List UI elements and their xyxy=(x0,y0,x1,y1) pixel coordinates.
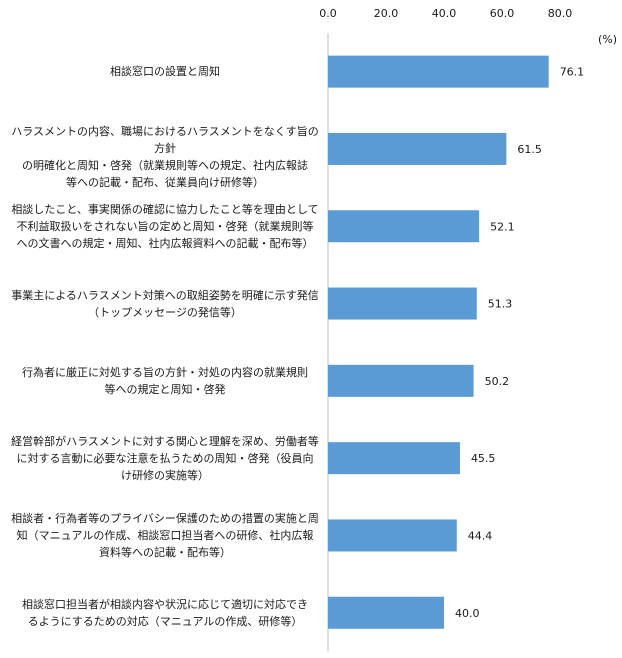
category-label-line: 相談者・行為者等のプライバシー保護のための措置の実施と周 xyxy=(11,511,319,525)
x-tick-label: 60.0 xyxy=(490,7,515,20)
category-label-line: への文書への規定・周知、社内広報資料への記載・配布等） xyxy=(16,236,314,250)
category-label-line: 相談したこと、事実関係の確認に協力したこと等を理由として xyxy=(11,202,319,216)
category-label: 経営幹部がハラスメントに対する関心と理解を深め、労働者等 に対する言動に必要な注意… xyxy=(10,433,320,484)
x-tick-label: 0.0 xyxy=(319,7,337,20)
category-label-line: 経営幹部がハラスメントに対する関心と理解を深め、労働者等 xyxy=(11,434,319,448)
category-label-line: け研修の実施等） xyxy=(121,468,209,482)
category-label-line: 等への規定と周知・啓発 xyxy=(104,382,226,396)
category-label-line: 事業主によるハラスメント対策への取組姿勢を明確に示す発信 xyxy=(11,288,319,302)
category-label-line: るようにするための対応（マニュアルの作成、研修等） xyxy=(27,614,303,628)
category-label: 事業主によるハラスメント対策への取組姿勢を明確に示す発信 （トップメッセージの発信… xyxy=(10,287,320,321)
x-tick-label: 20.0 xyxy=(374,7,399,20)
bar xyxy=(328,287,477,320)
category-label-line: の明確化と周知・啓発（就業規則等への規定、社内広報誌 xyxy=(22,159,308,173)
category-label-line: 行為者に厳正に対処する旨の方針・対処の内容の就業規則 xyxy=(22,365,308,379)
category-label: 行為者に厳正に対処する旨の方針・対処の内容の就業規則 等への規定と周知・啓発 xyxy=(10,364,320,398)
category-label: 相談者・行為者等のプライバシー保護のための措置の実施と周 知（マニュアルの作成、相… xyxy=(10,510,320,561)
data-label: 45.5 xyxy=(471,452,496,465)
category-label-line: 相談窓口担当者が相談内容や状況に応じて適切に対応でき xyxy=(22,597,308,611)
data-label: 44.4 xyxy=(468,529,493,542)
category-label-line: 等への記載・配布、従業員向け研修等） xyxy=(66,176,264,190)
category-label: ハラスメントの内容、職場におけるハラスメントをなくす旨の方針の明確化と周知・啓発… xyxy=(10,123,320,191)
bar xyxy=(328,596,444,629)
data-label: 52.1 xyxy=(490,220,514,233)
x-tick-label: 80.0 xyxy=(548,7,573,20)
category-label-line: 資料等への記載・配布等） xyxy=(99,545,231,559)
x-tick-label: 40.0 xyxy=(432,7,457,20)
data-label: 61.5 xyxy=(517,143,542,156)
category-label-line: 相談窓口の設置と周知 xyxy=(110,65,220,79)
category-label-line: （トップメッセージの発信等） xyxy=(88,305,242,319)
bar xyxy=(328,210,480,243)
unit-label: (%) xyxy=(598,33,617,46)
category-label: 相談したこと、事実関係の確認に協力したこと等を理由として 不利益取扱いをされない旨… xyxy=(10,201,320,252)
category-label-line: に対する言動に必要な注意を払うための周知・啓発（役員向 xyxy=(16,451,314,465)
category-label-line: 知（マニュアルの作成、相談窓口担当者への研修、社内広報 xyxy=(16,528,314,542)
category-label-line: 不利益取扱いをされない旨の定めと周知・啓発（就業規則等 xyxy=(16,219,314,233)
data-label: 50.2 xyxy=(485,375,510,388)
data-label: 51.3 xyxy=(488,298,513,311)
value-labels: 76.1 61.5 52.1 51.3 50.2 45.5 44.4 40.0 xyxy=(455,66,584,620)
bar xyxy=(328,364,474,397)
bar xyxy=(328,55,549,88)
category-label-line: ハラスメントの内容、職場におけるハラスメントをなくす旨の方針 xyxy=(11,125,319,156)
category-label: 相談窓口担当者が相談内容や状況に応じて適切に対応でき るようにするための対応（マニ… xyxy=(10,596,320,630)
bar xyxy=(328,442,460,475)
data-label: 40.0 xyxy=(455,607,480,620)
bar xyxy=(328,132,507,165)
x-axis-ticks: 0.0 20.0 40.0 60.0 80.0 xyxy=(319,7,572,20)
category-label: 相談窓口の設置と周知 xyxy=(10,63,320,80)
bar xyxy=(328,519,457,552)
bars xyxy=(328,55,549,629)
data-label: 76.1 xyxy=(560,66,585,79)
